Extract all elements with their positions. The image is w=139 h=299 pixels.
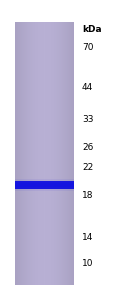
Bar [15, 181, 74, 189]
Text: 70: 70 [82, 43, 94, 53]
Text: 26: 26 [82, 144, 93, 152]
Text: 18: 18 [82, 190, 94, 199]
Text: kDa: kDa [82, 25, 102, 34]
Bar [15, 179, 74, 191]
Bar [15, 183, 74, 187]
Bar [15, 181, 74, 188]
Text: 14: 14 [82, 233, 93, 242]
Text: 22: 22 [82, 164, 93, 173]
Text: 33: 33 [82, 115, 94, 124]
Text: 44: 44 [82, 83, 93, 92]
Text: 10: 10 [82, 259, 94, 268]
